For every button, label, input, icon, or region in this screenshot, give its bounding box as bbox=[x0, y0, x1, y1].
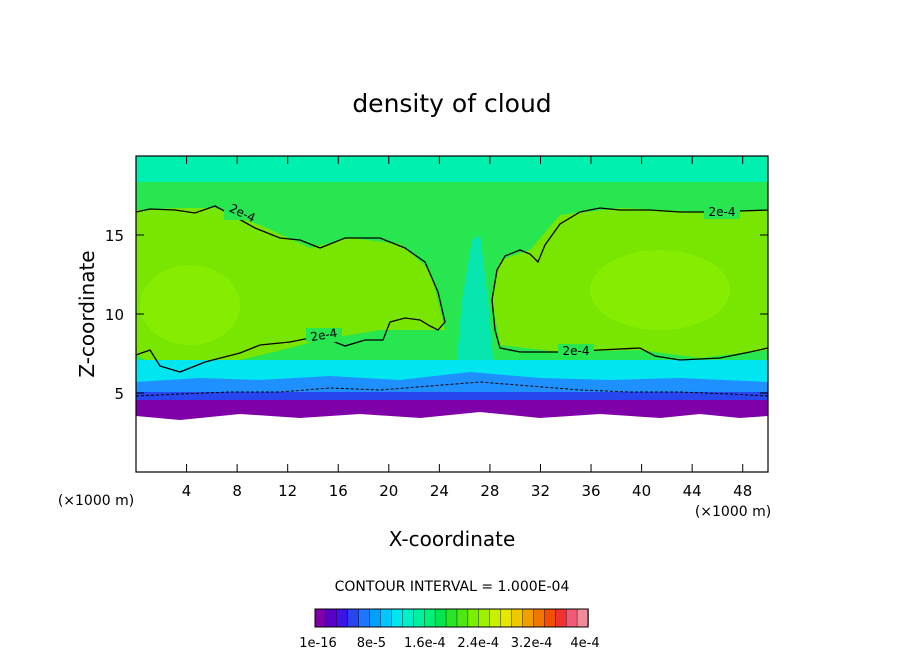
band-light-blue bbox=[136, 372, 768, 398]
colorbar-swatch bbox=[478, 608, 491, 628]
x-tick-label: 48 bbox=[733, 482, 752, 500]
x-tick-label: 28 bbox=[480, 482, 499, 500]
contour-label-bg-3 bbox=[306, 328, 342, 342]
band-purple bbox=[136, 400, 768, 420]
colorbar-frame bbox=[314, 608, 589, 628]
colorbar-swatch bbox=[500, 608, 513, 628]
contour-label-4: 2e-4 bbox=[563, 344, 590, 358]
contour-line-right bbox=[491, 207, 768, 361]
colorbar-swatch bbox=[347, 608, 360, 628]
x-tick-label: 16 bbox=[329, 482, 348, 500]
band-blue bbox=[136, 392, 768, 402]
colorbar-label: 4e-4 bbox=[570, 636, 599, 651]
contour-line-base bbox=[136, 381, 768, 397]
x-tick-label: 36 bbox=[581, 482, 600, 500]
plot-area: 2e-4 2e-4 2e-4 2e-4 bbox=[136, 156, 768, 472]
cloud-core-bright-right bbox=[590, 250, 730, 330]
x-tick-label: 24 bbox=[430, 482, 449, 500]
colorbar-swatch bbox=[576, 608, 589, 628]
colorbar-swatch bbox=[445, 608, 458, 628]
central-updraft bbox=[455, 235, 495, 382]
colorbar-swatch bbox=[402, 608, 414, 628]
colorbar-swatch bbox=[391, 608, 404, 628]
colorbar-swatch bbox=[380, 608, 393, 628]
x-tick-label: 32 bbox=[531, 482, 550, 500]
colorbar-swatch bbox=[489, 608, 502, 628]
y-tick-label: 5 bbox=[114, 385, 124, 403]
colorbar-swatch bbox=[467, 608, 480, 628]
colorbar-swatch bbox=[424, 608, 436, 628]
colorbar-swatch bbox=[555, 608, 567, 628]
y-tick-label: 10 bbox=[105, 306, 124, 324]
x-unit-label: (×1000 m) bbox=[695, 504, 771, 520]
colorbar-swatch bbox=[314, 608, 327, 628]
contour-label-bg-1 bbox=[224, 206, 260, 220]
colorbar-swatch bbox=[413, 608, 425, 628]
colorbar-label: 3.2e-4 bbox=[511, 636, 553, 651]
colorbar-labels: 1e-16 8e-5 1.6e-4 2.4e-4 3.2e-4 4e-4 bbox=[299, 636, 599, 651]
colorbar-swatch bbox=[336, 608, 349, 628]
y-unit-label: (×1000 m) bbox=[58, 493, 134, 509]
colorbar-swatch bbox=[544, 608, 556, 628]
x-axis-ticks: 4 8 12 16 20 24 28 32 36 40 44 48 bbox=[182, 156, 752, 500]
colorbar-swatch bbox=[325, 608, 338, 628]
chart-title: density of cloud bbox=[352, 89, 551, 118]
y-axis-label: Z-coordinate bbox=[75, 250, 99, 377]
x-tick-label: 44 bbox=[683, 482, 702, 500]
x-tick-label: 12 bbox=[278, 482, 297, 500]
cloud-core-bright-left bbox=[140, 265, 240, 345]
y-axis-ticks: 5 10 15 bbox=[105, 227, 768, 403]
band-cyan bbox=[136, 360, 768, 382]
x-tick-label: 4 bbox=[182, 482, 192, 500]
colorbar-swatch bbox=[511, 608, 524, 628]
contour-label-3: 2e-4 bbox=[309, 326, 338, 344]
x-tick-label: 40 bbox=[632, 482, 651, 500]
x-axis-label: X-coordinate bbox=[389, 527, 516, 551]
colorbar-swatch bbox=[565, 608, 578, 628]
x-tick-label: 8 bbox=[232, 482, 242, 500]
y-tick-label: 15 bbox=[105, 227, 124, 245]
contour-interval-label: CONTOUR INTERVAL = 1.000E-04 bbox=[335, 579, 570, 595]
colorbar-label: 1e-16 bbox=[299, 636, 337, 651]
colorbar-label: 8e-5 bbox=[357, 636, 386, 651]
contour-label-bg-4 bbox=[558, 344, 594, 358]
colorbar-swatch bbox=[434, 608, 447, 628]
x-tick-label: 20 bbox=[379, 482, 398, 500]
colorbar-swatch bbox=[358, 608, 371, 628]
contour-label-bg-2 bbox=[704, 205, 740, 219]
colorbar-swatch bbox=[522, 608, 535, 628]
colorbar bbox=[314, 608, 589, 628]
colorbar-label: 2.4e-4 bbox=[457, 636, 499, 651]
colorbar-swatch bbox=[533, 608, 546, 628]
colorbar-swatch bbox=[369, 608, 382, 628]
colorbar-swatch bbox=[456, 608, 469, 628]
cloud-top-layer bbox=[136, 156, 768, 186]
contour-label-2: 2e-4 bbox=[709, 205, 736, 219]
colorbar-label: 1.6e-4 bbox=[404, 636, 446, 651]
